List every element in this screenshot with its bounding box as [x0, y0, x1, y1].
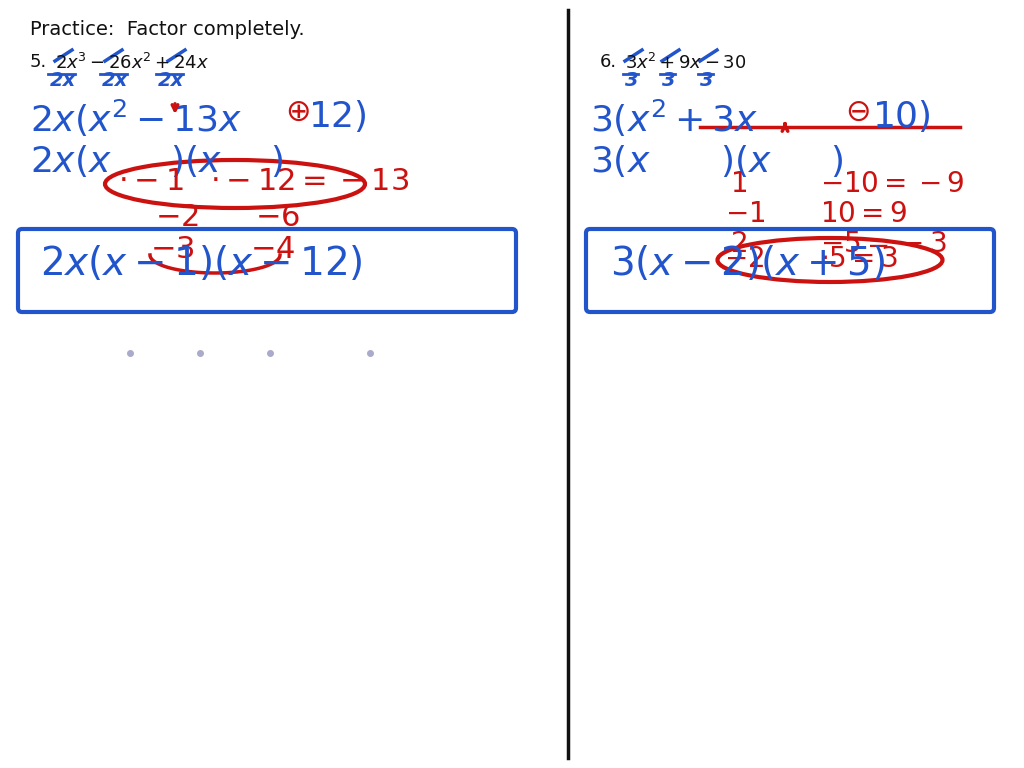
- Text: $\oplus$: $\oplus$: [285, 98, 309, 127]
- Text: $2x^3 - 26x^2 + 24x$: $2x^3 - 26x^2 + 24x$: [55, 53, 209, 73]
- Text: $2x(x-1)(x-12)$: $2x(x-1)(x-12)$: [40, 243, 362, 283]
- Text: 3: 3: [700, 71, 714, 90]
- Text: 2x: 2x: [158, 71, 184, 90]
- Text: $-4$: $-4$: [250, 235, 295, 264]
- Text: Practice:  Factor completely.: Practice: Factor completely.: [30, 20, 304, 39]
- Text: $)$: $)$: [830, 143, 843, 179]
- Text: $2x(x$: $2x(x$: [30, 143, 113, 179]
- Text: $-2$: $-2$: [724, 245, 764, 273]
- Text: $10 = 9$: $10 = 9$: [820, 200, 907, 228]
- Text: 2x: 2x: [50, 71, 76, 90]
- Text: $)(x$: $)(x$: [720, 143, 772, 179]
- Text: 6.: 6.: [600, 53, 617, 71]
- Text: $\cdot -12 = -13$: $\cdot -12 = -13$: [210, 167, 410, 196]
- Text: $\cdot -1$: $\cdot -1$: [118, 167, 183, 196]
- Text: $1$: $1$: [730, 170, 746, 198]
- Text: $3x^2 + 9x - 30$: $3x^2 + 9x - 30$: [625, 53, 746, 73]
- Text: $10)$: $10)$: [872, 98, 931, 134]
- Text: $-5 = -3$: $-5 = -3$: [820, 230, 946, 258]
- Text: $2x(x^2-13x$: $2x(x^2-13x$: [30, 98, 243, 139]
- Text: $2$: $2$: [730, 230, 746, 258]
- Text: $12)$: $12)$: [308, 98, 367, 134]
- Text: $-6$: $-6$: [255, 203, 300, 232]
- Text: $)(x$: $)(x$: [170, 143, 222, 179]
- Text: $-3$: $-3$: [150, 235, 195, 264]
- Text: $\cdot 5 = 3$: $\cdot 5 = 3$: [820, 245, 898, 273]
- Text: $3(x^2+3x$: $3(x^2+3x$: [590, 98, 758, 139]
- Text: $-10 = -9$: $-10 = -9$: [820, 170, 965, 198]
- Text: 3: 3: [662, 71, 676, 90]
- Text: 5.: 5.: [30, 53, 47, 71]
- Text: $-1$: $-1$: [725, 200, 765, 228]
- Text: 2x: 2x: [102, 71, 128, 90]
- Text: $-2$: $-2$: [155, 203, 199, 232]
- Text: $3(x-2)(x+5)$: $3(x-2)(x+5)$: [610, 243, 885, 283]
- Text: $3(x$: $3(x$: [590, 143, 650, 179]
- Text: $)$: $)$: [270, 143, 283, 179]
- Text: 3: 3: [625, 71, 639, 90]
- Text: $\ominus$: $\ominus$: [845, 98, 869, 127]
